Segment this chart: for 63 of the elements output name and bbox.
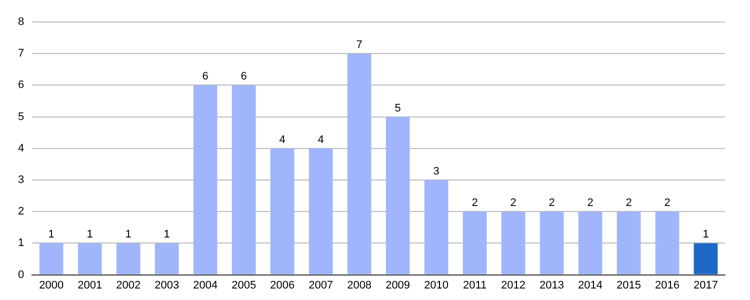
data-label: 2 [510, 197, 516, 210]
data-label: 1 [164, 228, 170, 241]
data-label: 1 [702, 228, 709, 241]
data-label: 2 [548, 197, 555, 210]
x-tick-label: 2006 [270, 279, 295, 292]
x-tick-label: 2003 [154, 279, 180, 292]
x-tick-label: 2009 [386, 279, 410, 292]
y-tick-label: 8 [18, 16, 24, 28]
bar [78, 243, 102, 274]
data-label: 4 [279, 134, 286, 146]
data-label: 6 [240, 70, 247, 83]
data-label: 2 [472, 197, 478, 210]
bar [501, 212, 526, 274]
data-label: 7 [356, 39, 362, 52]
x-tick-label: 2002 [116, 279, 141, 292]
bar [347, 54, 372, 274]
bar [232, 85, 256, 274]
y-tick-label: 4 [18, 142, 24, 154]
x-tick-label: 2005 [232, 279, 256, 292]
y-tick-label: 1 [18, 237, 24, 250]
bar [154, 243, 179, 274]
data-label: 2 [664, 197, 670, 210]
bar [578, 212, 602, 274]
y-tick-label: 3 [18, 174, 24, 186]
bar [540, 212, 564, 274]
x-tick-label: 2011 [462, 279, 487, 292]
data-label: 1 [86, 228, 93, 241]
y-tick-label: 0 [18, 268, 24, 281]
y-tick-label: 5 [18, 110, 24, 123]
bar [386, 116, 410, 274]
bar [39, 243, 64, 274]
x-tick-label: 2016 [655, 279, 680, 292]
bar [116, 243, 140, 274]
data-label: 2 [587, 197, 594, 210]
x-tick-label: 2010 [424, 279, 449, 292]
data-label: 5 [394, 102, 401, 114]
x-tick-label: 2007 [308, 279, 334, 292]
bar [616, 212, 641, 274]
data-label: 6 [202, 70, 208, 83]
y-tick-label: 6 [18, 79, 24, 92]
x-tick-label: 2004 [193, 279, 218, 292]
bar [424, 180, 448, 274]
x-tick-label: 2001 [78, 279, 102, 292]
data-label: 2 [626, 197, 632, 210]
x-tick-label: 2012 [501, 279, 526, 292]
bar [308, 148, 333, 274]
bar [694, 243, 718, 274]
data-label: 3 [433, 166, 440, 178]
x-tick-label: 2013 [540, 279, 564, 292]
y-tick-label: 7 [18, 48, 24, 60]
x-tick-label: 2017 [694, 279, 718, 292]
data-label: 1 [125, 228, 132, 241]
x-tick-label: 2008 [347, 279, 372, 292]
bar [193, 85, 218, 274]
data-label: 1 [48, 228, 54, 241]
y-tick-label: 2 [18, 206, 24, 218]
bar [462, 212, 487, 274]
data-label: 4 [318, 134, 324, 146]
x-tick-label: 2014 [578, 279, 603, 292]
x-tick-label: 2015 [616, 279, 642, 292]
bar [655, 212, 680, 274]
x-tick-label: 2000 [39, 279, 64, 292]
bar [270, 148, 294, 274]
